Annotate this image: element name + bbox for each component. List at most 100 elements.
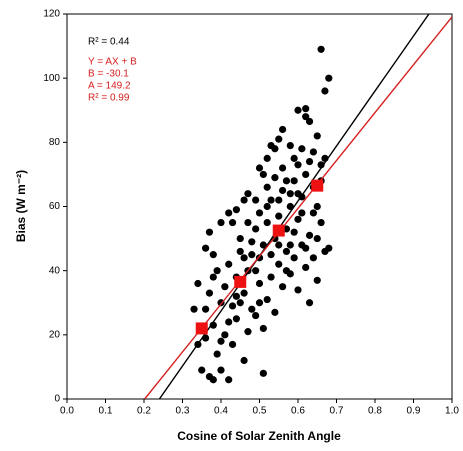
annotation: B = -30.1 [88,69,129,80]
data-point [279,164,287,172]
data-point [271,308,279,316]
data-point [259,369,267,377]
data-point [279,283,287,291]
data-point [313,132,321,140]
plot-area [144,14,452,399]
data-point [194,279,202,288]
data-point [202,305,210,313]
data-point [302,170,310,179]
data-point [290,154,298,162]
bin-mean [234,275,247,288]
data-point [317,45,325,53]
data-point [240,289,248,297]
data-point [252,267,260,275]
x-axis-label: Cosine of Solar Zenith Angle [177,429,341,443]
data-point [263,183,271,191]
data-point [275,135,283,143]
data-point [298,145,306,153]
data-point [240,356,248,365]
x-tick-label: 1.0 [445,406,459,417]
data-point [321,247,329,256]
data-point [248,305,256,313]
data-point [275,212,283,220]
data-point [305,231,314,239]
data-point [228,218,237,227]
data-point [263,202,271,211]
y-tick-label: 0 [54,394,60,405]
data-point [294,106,302,114]
data-point [225,260,233,268]
data-point [202,244,210,252]
data-point [209,273,217,281]
y-tick-label: 100 [43,73,60,84]
x-tick-label: 0.6 [291,406,305,417]
data-point [213,267,221,275]
bin-mean [195,322,208,335]
data-point [279,186,287,195]
fit-line [144,16,452,399]
data-point [290,228,298,236]
data-point [209,251,217,259]
data-point [198,366,206,374]
data-point [302,263,310,272]
data-point [263,218,271,227]
data-point [217,218,225,227]
data-point [309,148,317,156]
data-point [232,315,240,323]
y-tick-label: 40 [49,265,61,276]
data-point [290,177,298,185]
data-point [240,196,248,204]
data-point [232,292,240,300]
data-point [309,209,317,217]
data-point [255,299,264,307]
data-point [267,273,275,281]
data-point [255,209,264,217]
x-tick-label: 0.3 [176,406,190,417]
data-point [248,251,256,259]
annotation: R² = 0.44 [88,37,130,48]
fit-line [158,14,430,399]
data-point [225,209,233,217]
data-point [290,254,298,262]
x-tick-label: 0.1 [99,406,113,417]
data-point [313,202,321,211]
data-point [325,74,333,82]
data-point [321,87,329,95]
data-point [248,238,256,246]
data-point [232,206,240,214]
annotation: R² = 0.99 [88,93,130,104]
bin-mean [272,224,285,237]
data-point [263,295,271,304]
data-point [305,299,314,307]
data-point [286,141,294,150]
data-point [244,328,252,336]
data-point [228,340,237,349]
data-point [236,234,244,243]
data-point [305,117,314,126]
annotation: Y = AX + B [88,57,137,68]
data-point [282,267,291,275]
data-point [294,161,302,169]
data-point [302,113,310,121]
data-point [275,260,283,268]
y-tick-label: 80 [49,137,61,148]
data-point [228,302,237,310]
data-point [298,209,306,217]
y-tick-label: 60 [49,201,61,212]
data-point [294,215,302,223]
x-tick-label: 0.7 [330,406,344,417]
data-point [259,170,267,179]
data-point [263,154,271,162]
data-point [275,196,283,204]
data-point [313,234,321,243]
data-point [267,196,275,204]
data-point [236,247,244,256]
data-point [225,318,233,326]
data-point [252,196,260,204]
y-tick-label: 120 [43,9,60,20]
data-point [217,366,225,374]
x-tick-label: 0.0 [60,406,74,417]
data-point [302,105,310,113]
data-point [240,254,248,262]
